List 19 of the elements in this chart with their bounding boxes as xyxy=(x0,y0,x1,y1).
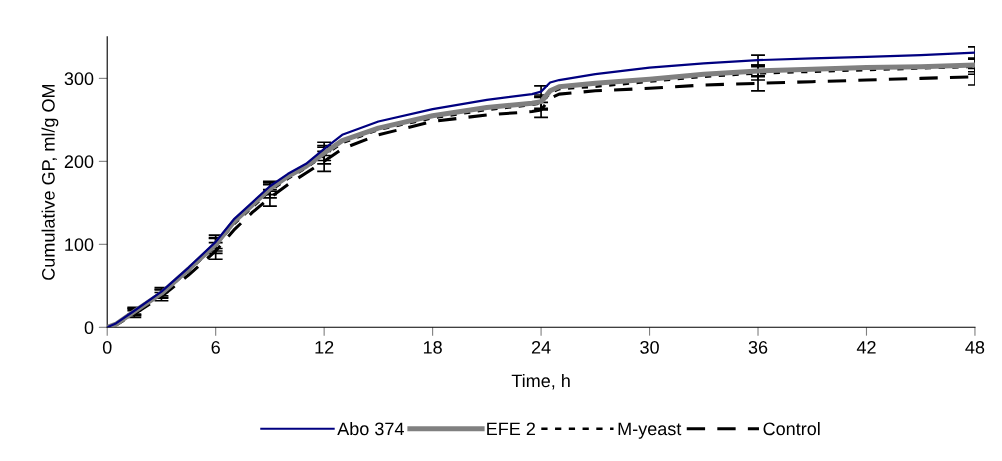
x-tick-label: 18 xyxy=(423,340,442,354)
x-tick-label: 0 xyxy=(102,340,112,354)
y-tick-label: 0 xyxy=(84,321,94,335)
x-tick-label: 24 xyxy=(531,340,551,354)
y-tick-label: 100 xyxy=(65,238,94,252)
x-tick-label: 12 xyxy=(315,340,334,354)
x-tick-label: 48 xyxy=(965,340,985,354)
x-tick-label: 30 xyxy=(640,340,659,354)
x-tick-label: 6 xyxy=(211,340,220,354)
y-axis-title: Cumulative GP, ml/g OM xyxy=(41,84,59,280)
legend-label: Abo 374 xyxy=(337,421,404,436)
legend-label: EFE 2 xyxy=(487,422,535,436)
x-tick-label: 36 xyxy=(748,340,768,354)
y-tick-label: 300 xyxy=(64,72,94,86)
y-tick-label: 200 xyxy=(64,155,94,169)
legend-label: Control xyxy=(763,421,820,436)
x-tick-label: 42 xyxy=(856,340,876,354)
legend-label: M-yeast xyxy=(618,422,682,439)
x-axis-title: Time, h xyxy=(511,374,570,390)
